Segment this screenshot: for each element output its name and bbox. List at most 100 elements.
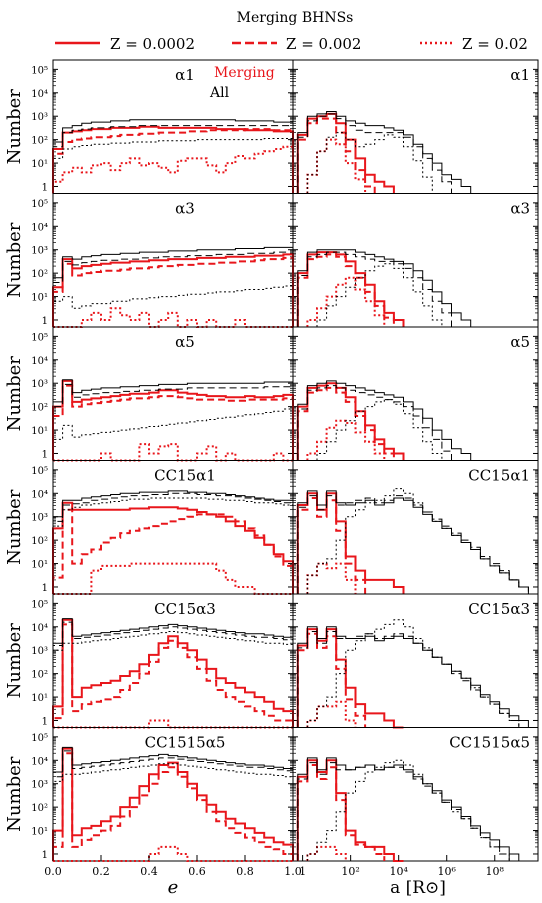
series-merging-solid-ecc bbox=[52, 501, 294, 594]
series-merging-dashed-sep bbox=[296, 386, 395, 461]
y-axis-label: Number bbox=[4, 489, 25, 565]
panel-row-3: 1 10¹ 10² 10³ 10⁴ 10⁵ Number α5 α5 bbox=[4, 326, 539, 462]
panel-label-ecc: CC15α1 bbox=[154, 467, 216, 485]
x-tick-label-sep: 10⁸ bbox=[486, 865, 505, 878]
y-tick-label: 10⁴ bbox=[31, 222, 48, 233]
series-all-dotted-sep bbox=[306, 619, 520, 728]
series-merging-dotted-ecc bbox=[52, 145, 294, 194]
series-merging-dotted-ecc bbox=[53, 562, 293, 595]
panel-frame bbox=[52, 193, 294, 328]
series-all-dotted-ecc bbox=[52, 285, 294, 327]
y-axis-label: Number bbox=[4, 623, 25, 699]
series-merging-dashed-sep bbox=[296, 117, 376, 194]
panel-label-ecc: CC1515α5 bbox=[145, 734, 226, 752]
x-tick-label-sep: 10⁴ bbox=[389, 865, 408, 878]
panel-label-ecc: α1 bbox=[175, 66, 195, 84]
series-merging-dashed-ecc bbox=[52, 623, 294, 728]
panel-row-6: 1 10¹ 10² 10³ 10⁴ 10⁵ Number CC1515α5 CC1515α5 bbox=[4, 727, 539, 862]
series-merging-dotted-ecc bbox=[53, 443, 293, 462]
series-merging-dashed-ecc bbox=[52, 384, 294, 461]
series-all-solid-ecc bbox=[52, 246, 294, 327]
panel-frame bbox=[292, 326, 539, 461]
series-all-dotted-sep bbox=[306, 488, 529, 594]
panel-label-ecc: CC15α3 bbox=[154, 600, 216, 618]
y-tick-label: 10³ bbox=[31, 379, 48, 390]
series-all-solid-ecc bbox=[52, 379, 294, 461]
panel-label-sep: CC1515α5 bbox=[449, 734, 530, 752]
series-all-dashed-ecc bbox=[52, 251, 294, 327]
y-tick-label: 10¹ bbox=[31, 293, 48, 304]
series-all-dotted-ecc bbox=[52, 497, 294, 594]
y-tick-label: 10⁴ bbox=[31, 356, 48, 367]
x-tick-label-ecc: 0.8 bbox=[236, 865, 254, 878]
series-all-dashed-sep bbox=[297, 762, 510, 861]
series-merging-dotted-ecc bbox=[53, 845, 293, 862]
series-all-dotted-ecc bbox=[52, 631, 294, 728]
legend-label-dashed: Z = 0.002 bbox=[286, 35, 361, 53]
x-tick-label-sep: 1 bbox=[299, 865, 306, 878]
x-axis-label-right: a [R⊙] bbox=[390, 878, 446, 898]
figure-title: Merging BHNSs bbox=[237, 10, 354, 26]
y-tick-label: 10⁴ bbox=[31, 489, 48, 500]
panel-ecc-2 bbox=[52, 193, 294, 328]
series-all-solid-sep bbox=[297, 249, 472, 327]
series-all-solid-sep bbox=[297, 490, 529, 594]
series-merging-dashed-ecc bbox=[52, 752, 294, 861]
panel-label-sep: α1 bbox=[510, 66, 530, 84]
series-all-dashed-ecc bbox=[52, 492, 294, 594]
y-tick-label: 10⁵ bbox=[31, 733, 48, 744]
panel-label-ecc: α5 bbox=[175, 333, 195, 351]
y-tick-label: 10¹ bbox=[31, 827, 48, 838]
series-merging-dotted-sep bbox=[306, 419, 386, 461]
x-tick-label-ecc: 0.2 bbox=[92, 865, 110, 878]
x-tick-label-sep: 10² bbox=[341, 865, 359, 878]
panel-frame bbox=[292, 193, 539, 328]
series-all-dotted-sep bbox=[306, 132, 433, 194]
y-tick-label: 10³ bbox=[31, 646, 48, 657]
series-merging-dotted-sep bbox=[306, 845, 347, 861]
y-tick-label: 10³ bbox=[31, 780, 48, 791]
panel-row-4: 1 10¹ 10² 10³ 10⁴ 10⁵ Number CC15α1 CC15α1 bbox=[4, 460, 539, 595]
series-merging-solid-ecc bbox=[52, 618, 294, 728]
x-tick-label-ecc: 1.0 bbox=[284, 865, 302, 878]
y-tick-label: 10² bbox=[31, 536, 48, 547]
y-tick-label: 1 bbox=[42, 182, 48, 193]
panel-label-sep: α5 bbox=[510, 333, 530, 351]
legend-label-solid: Z = 0.0002 bbox=[110, 35, 195, 53]
y-tick-label: 10² bbox=[31, 136, 48, 147]
x-tick-label-ecc: 0.0 bbox=[44, 865, 62, 878]
series-all-dashed-sep bbox=[297, 631, 520, 728]
y-tick-label: 10⁴ bbox=[31, 756, 48, 767]
series-all-dashed-ecc bbox=[52, 383, 294, 461]
y-tick-label: 1 bbox=[42, 449, 48, 460]
y-tick-label: 1 bbox=[42, 316, 48, 327]
y-tick-label: 10¹ bbox=[31, 426, 48, 437]
y-axis-label: Number bbox=[4, 356, 25, 432]
y-tick-label: 1 bbox=[42, 716, 48, 727]
series-merging-dashed-ecc bbox=[52, 256, 294, 327]
series-all-dotted-ecc bbox=[52, 138, 294, 194]
series-merging-dashed-sep bbox=[296, 632, 367, 728]
y-tick-label: 10⁵ bbox=[31, 65, 48, 76]
series-merging-dotted-ecc bbox=[53, 719, 293, 729]
series-merging-solid-sep bbox=[296, 251, 405, 327]
y-tick-label: 10³ bbox=[31, 112, 48, 123]
series-merging-solid-ecc bbox=[52, 747, 294, 861]
series-merging-solid-ecc bbox=[52, 379, 294, 461]
series-all-solid-sep bbox=[297, 757, 520, 861]
series-all-solid-sep bbox=[297, 380, 472, 461]
series-all-dashed-sep bbox=[297, 113, 452, 194]
series-all-solid-sep bbox=[297, 626, 529, 728]
inset-label-merging: Merging bbox=[214, 65, 275, 81]
y-tick-label: 10⁴ bbox=[31, 623, 48, 634]
panel-label-sep: CC15α3 bbox=[468, 600, 530, 618]
panels: 1 10¹ 10² 10³ 10⁴ 10⁵ Number α1 α1 1 10¹ 10² 10³ 10⁴ 1… bbox=[4, 59, 539, 878]
panel-sep-2 bbox=[292, 193, 539, 328]
y-tick-label: 10¹ bbox=[31, 560, 48, 571]
y-axis-label: Number bbox=[4, 222, 25, 298]
panel-sep-1 bbox=[292, 59, 539, 194]
series-merging-solid-sep bbox=[296, 492, 405, 594]
y-tick-label: 10² bbox=[31, 803, 48, 814]
